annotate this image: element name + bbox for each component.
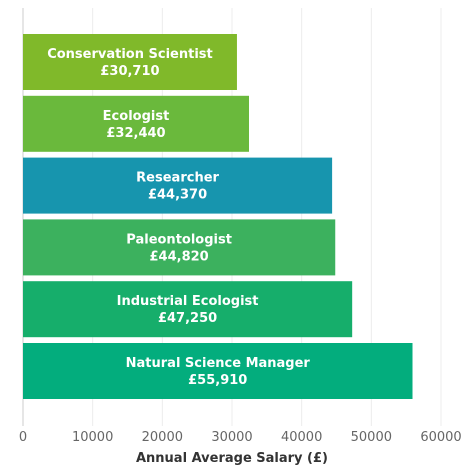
bar [23,281,353,338]
bar [23,343,413,399]
bar-category-label: Conservation Scientist [47,47,213,62]
x-axis-title: Annual Average Salary (£) [136,451,328,466]
bar [23,157,333,214]
bar-category-label: Paleontologist [126,232,232,247]
x-tick-label: 10000 [72,430,113,445]
bar [23,219,336,276]
x-tick-label: 30000 [211,430,252,445]
x-tick-label: 40000 [281,430,322,445]
bar-value-label: £30,710 [100,64,159,79]
bar-value-label: £44,820 [150,249,209,264]
x-axis-ticks: 0 10000 20000 30000 40000 50000 60000 [19,430,462,445]
x-tick-label: 20000 [142,430,183,445]
bar-category-label: Ecologist [103,109,170,124]
bar-value-label: £55,910 [188,373,247,388]
bar-category-label: Natural Science Manager [126,356,311,371]
bars: Conservation Scientist £30,710 Ecologist £3… [23,34,413,399]
bar-category-label: Industrial Ecologist [117,294,259,309]
bar-value-label: £44,370 [148,188,207,203]
bar-value-label: £47,250 [158,311,217,326]
x-tick-label: 50000 [351,430,392,445]
bar [23,34,237,90]
bar-category-label: Researcher [136,171,219,186]
x-tick-label: 0 [19,430,27,445]
x-tick-label: 60000 [420,430,461,445]
bar-value-label: £32,440 [106,126,165,141]
bar [23,95,249,152]
